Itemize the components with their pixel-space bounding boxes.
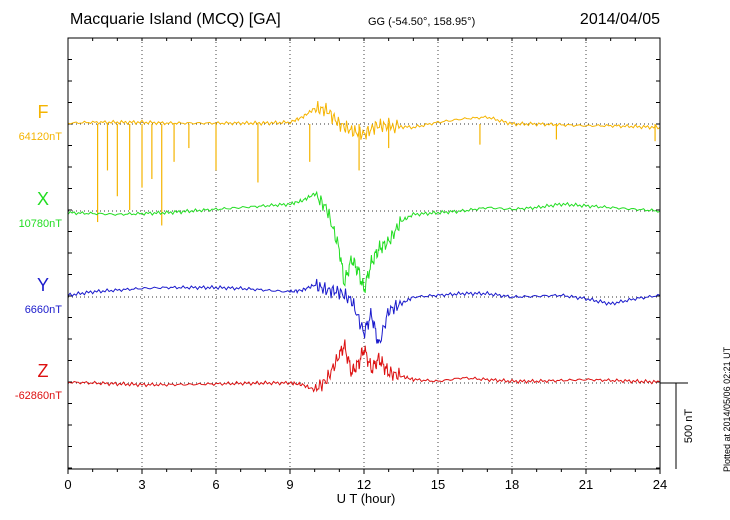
x-axis-label: U T (hour): [337, 491, 396, 506]
series-name-z: Z: [38, 361, 49, 381]
plotted-timestamp: Plotted at 2014/05/06 02:21 UT: [722, 346, 730, 472]
x-tick-label-18: 18: [505, 477, 519, 492]
series-line-f: [67, 101, 661, 140]
x-tick-label-3: 3: [138, 477, 145, 492]
station-title: Macquarie Island (MCQ) [GA]: [70, 11, 281, 28]
chart-date: 2014/04/05: [579, 11, 660, 28]
baseline-label-z: -62860nT: [15, 390, 62, 402]
baseline-label-f: 64120nT: [19, 131, 63, 143]
x-tick-label-0: 0: [64, 477, 71, 492]
x-tick-label-6: 6: [212, 477, 219, 492]
scale-bar-label: 500 nT: [683, 409, 695, 444]
series-name-f: F: [38, 102, 49, 122]
x-tick-label-12: 12: [357, 477, 371, 492]
x-tick-label-9: 9: [286, 477, 293, 492]
series-line-x: [67, 190, 661, 293]
plot-frame: [67, 37, 661, 470]
series-line-y: [67, 278, 661, 344]
series-name-y: Y: [37, 275, 49, 295]
baseline-label-y: 6660nT: [25, 304, 63, 316]
series-line-z: [67, 339, 661, 393]
series-name-x: X: [37, 189, 49, 209]
station-coordinates: GG (-54.50°, 158.95°): [368, 16, 476, 28]
x-tick-label-24: 24: [653, 477, 667, 492]
x-tick-label-21: 21: [579, 477, 593, 492]
x-tick-label-15: 15: [431, 477, 445, 492]
baseline-label-x: 10780nT: [19, 218, 63, 230]
grid-lines: [68, 38, 660, 469]
series-layer: [67, 101, 661, 393]
x-axis: 0 3 6 9 12 15 18 21 24: [64, 37, 667, 492]
series-labels: F 64120nT X 10780nT Y 6660nT Z -62860nT: [15, 102, 62, 402]
scale-bar: 500 nT: [660, 382, 695, 469]
